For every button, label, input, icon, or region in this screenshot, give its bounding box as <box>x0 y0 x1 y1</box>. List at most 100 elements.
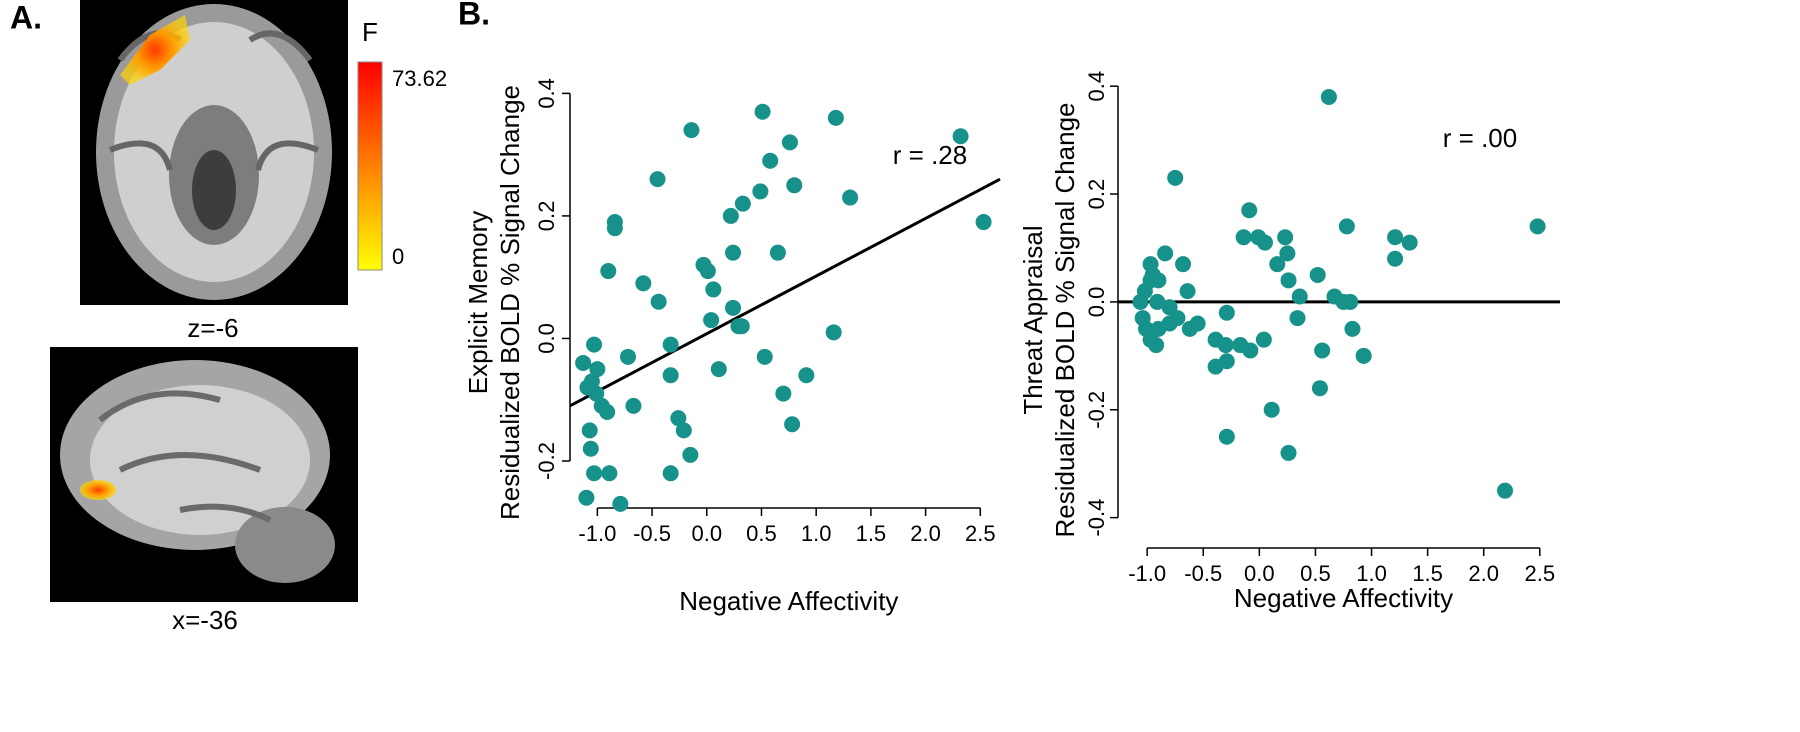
point <box>1344 320 1361 337</box>
point <box>734 195 751 212</box>
point <box>1255 331 1272 348</box>
point <box>754 103 771 120</box>
point <box>650 293 667 310</box>
point <box>1150 272 1167 289</box>
point <box>612 495 629 512</box>
point <box>825 324 842 341</box>
point <box>786 177 803 194</box>
point <box>606 220 623 237</box>
point <box>1320 88 1337 105</box>
brain-axial <box>80 0 348 305</box>
point <box>582 440 599 457</box>
point <box>722 207 739 224</box>
point <box>1218 304 1235 321</box>
point <box>1280 272 1297 289</box>
point <box>662 336 679 353</box>
x-tick-label: -1.0 <box>1128 561 1166 586</box>
x-tick-label: 1.0 <box>801 521 832 546</box>
view-label: x=-36 <box>172 605 238 635</box>
annotation: r = .00 <box>1443 123 1517 153</box>
point <box>699 263 716 280</box>
x-tick-label: -0.5 <box>633 521 671 546</box>
x-tick-label: 0.5 <box>746 521 777 546</box>
point <box>781 134 798 151</box>
point <box>775 385 792 402</box>
point <box>589 361 606 378</box>
panel-label: A. <box>10 0 42 35</box>
point <box>1280 444 1297 461</box>
point <box>1217 337 1234 354</box>
point <box>752 183 769 200</box>
point <box>710 361 727 378</box>
y-tick-label: 0.0 <box>534 323 559 354</box>
point <box>1289 310 1306 327</box>
fit-line <box>569 177 1001 408</box>
point <box>762 152 779 169</box>
x-axis-label: Negative Affectivity <box>679 586 898 616</box>
x-tick-label: 0.0 <box>691 521 722 546</box>
point <box>599 403 616 420</box>
y-axis-label: Residualized BOLD % Signal Change <box>495 85 525 520</box>
point <box>1175 256 1192 273</box>
point <box>581 422 598 439</box>
point <box>662 367 679 384</box>
point <box>1148 337 1165 354</box>
point <box>1167 169 1184 186</box>
point <box>601 465 618 482</box>
y-tick-label: -0.4 <box>1084 499 1109 537</box>
point <box>1218 428 1235 445</box>
point <box>600 263 617 280</box>
point <box>1311 380 1328 397</box>
point <box>827 109 844 126</box>
point <box>1179 283 1196 300</box>
x-tick-label: 2.5 <box>1525 561 1556 586</box>
point <box>682 446 699 463</box>
point <box>1269 256 1286 273</box>
point <box>1387 250 1404 267</box>
x-tick-label: 0.5 <box>1300 561 1331 586</box>
point <box>1189 315 1206 332</box>
view-label: z=-6 <box>187 313 238 343</box>
y-axis-label: Residualized BOLD % Signal Change <box>1050 102 1080 537</box>
point <box>1242 342 1259 359</box>
point <box>1263 401 1280 418</box>
point <box>705 281 722 298</box>
point <box>725 299 742 316</box>
point <box>1277 229 1294 246</box>
point <box>1291 288 1308 305</box>
y-tick-label: 0.2 <box>534 201 559 232</box>
point <box>725 244 742 261</box>
point <box>1355 347 1372 364</box>
x-tick-label: -1.0 <box>578 521 616 546</box>
annotation: r = .28 <box>893 140 967 170</box>
point <box>1342 293 1359 310</box>
point <box>625 397 642 414</box>
y-tick-label: 0.4 <box>534 78 559 109</box>
point <box>1149 293 1166 310</box>
point <box>1169 310 1186 327</box>
point <box>733 318 750 335</box>
point <box>635 275 652 292</box>
point <box>670 410 687 427</box>
y-tick-label: 0.2 <box>1084 179 1109 210</box>
x-tick-label: 2.5 <box>965 521 996 546</box>
point <box>1529 218 1546 235</box>
point <box>586 336 603 353</box>
point <box>1241 202 1258 219</box>
point <box>798 367 815 384</box>
x-axis-label: Negative Affectivity <box>1234 583 1453 613</box>
colorbar <box>357 61 383 271</box>
point <box>1309 266 1326 283</box>
point <box>649 171 666 188</box>
point <box>619 348 636 365</box>
point <box>756 348 773 365</box>
y-tick-label: 0.0 <box>1084 287 1109 318</box>
point <box>683 122 700 139</box>
x-tick-label: 1.5 <box>856 521 887 546</box>
brain-sagittal <box>50 347 358 602</box>
x-tick-label: 0.0 <box>1244 561 1275 586</box>
point <box>1497 482 1514 499</box>
point <box>769 244 786 261</box>
y-axis-label: Explicit Memory <box>463 211 493 394</box>
colorbar-min: 0 <box>392 244 404 269</box>
